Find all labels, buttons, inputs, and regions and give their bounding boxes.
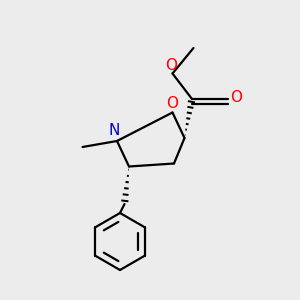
Text: O: O	[167, 96, 178, 111]
Text: N: N	[109, 123, 120, 138]
Text: O: O	[230, 90, 242, 105]
Text: O: O	[165, 58, 177, 73]
